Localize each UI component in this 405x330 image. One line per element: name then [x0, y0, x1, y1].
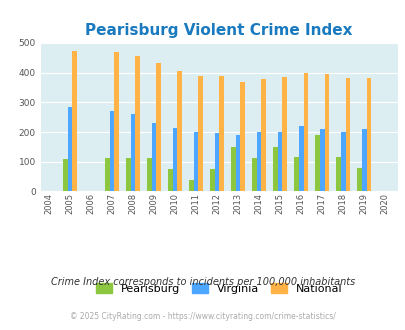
Text: © 2025 CityRating.com - https://www.cityrating.com/crime-statistics/: © 2025 CityRating.com - https://www.city…: [70, 312, 335, 321]
Bar: [147, 158, 151, 191]
Bar: [273, 147, 277, 191]
Bar: [315, 135, 319, 191]
Title: Pearisburg Violent Crime Index: Pearisburg Violent Crime Index: [85, 22, 352, 38]
Bar: [294, 157, 298, 191]
Bar: [340, 132, 345, 191]
Bar: [168, 169, 173, 191]
Bar: [151, 123, 156, 191]
Bar: [361, 129, 366, 191]
Bar: [231, 147, 235, 191]
Bar: [109, 111, 114, 191]
Bar: [105, 158, 109, 191]
Bar: [252, 158, 256, 191]
Bar: [319, 129, 324, 191]
Bar: [277, 132, 282, 191]
Bar: [63, 159, 68, 191]
Bar: [130, 114, 135, 191]
Bar: [303, 73, 307, 191]
Bar: [126, 158, 130, 191]
Text: Crime Index corresponds to incidents per 100,000 inhabitants: Crime Index corresponds to incidents per…: [51, 277, 354, 287]
Bar: [210, 169, 214, 191]
Bar: [345, 78, 349, 191]
Bar: [177, 71, 181, 191]
Bar: [282, 77, 286, 191]
Bar: [298, 126, 303, 191]
Bar: [114, 52, 119, 191]
Bar: [324, 74, 328, 191]
Bar: [156, 63, 161, 191]
Bar: [240, 82, 245, 191]
Bar: [335, 157, 340, 191]
Bar: [261, 79, 265, 191]
Bar: [135, 56, 140, 191]
Bar: [198, 76, 202, 191]
Bar: [214, 134, 219, 191]
Bar: [173, 127, 177, 191]
Bar: [366, 78, 370, 191]
Bar: [68, 107, 72, 191]
Bar: [356, 168, 361, 191]
Bar: [72, 51, 77, 191]
Bar: [189, 180, 193, 191]
Bar: [235, 135, 240, 191]
Bar: [256, 132, 261, 191]
Bar: [193, 132, 198, 191]
Legend: Pearisburg, Virginia, National: Pearisburg, Virginia, National: [96, 283, 342, 294]
Bar: [219, 76, 224, 191]
